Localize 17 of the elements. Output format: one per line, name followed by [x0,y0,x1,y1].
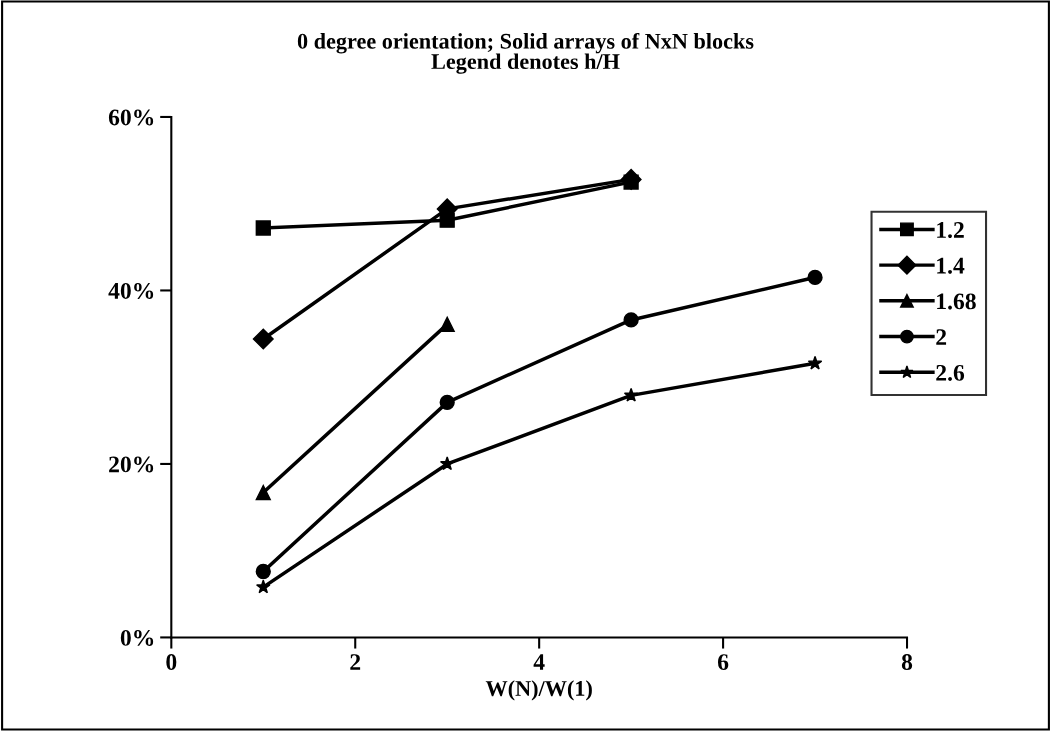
legend-label: 2 [936,329,947,345]
chart-subtitle: Legend denotes h/H [431,53,620,74]
legend-label: 2.6 [936,364,965,381]
chart-title: 0 degree orientation; Solid arrays of NxN blocks [297,32,754,54]
x-tick-label: 4 [533,654,545,670]
legend-label: 1.4 [937,257,965,274]
legend-label: 1.68 [937,293,976,310]
y-tick-label: 20% [109,456,154,473]
x-axis-title: W(N)/W(1) [485,680,592,701]
y-tick-label: 40% [108,282,154,299]
legend-label: 1.2 [937,222,964,238]
x-tick-label: 6 [717,654,729,671]
x-tick-label: 2 [350,654,361,670]
y-tick-label: 0% [120,629,154,646]
x-tick-label: 8 [901,654,913,671]
y-tick-label: 60% [108,109,154,126]
x-tick-label: 0 [166,654,177,671]
